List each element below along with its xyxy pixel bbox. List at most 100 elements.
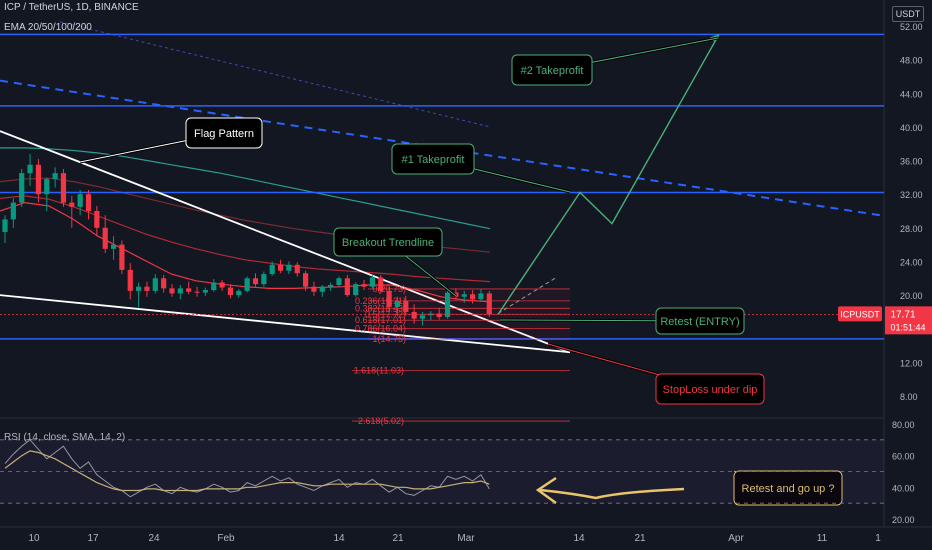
candle <box>470 290 476 304</box>
candle <box>303 270 309 291</box>
time-tick-label: 10 <box>28 533 40 544</box>
candle-body <box>394 300 401 307</box>
candle-body <box>344 278 350 296</box>
candle-body <box>69 202 75 207</box>
candle <box>478 289 484 302</box>
symbol-tag-label: ICPUSDT <box>840 309 880 319</box>
candle <box>436 307 442 320</box>
candle-body <box>127 269 133 291</box>
price-tick-label: 48.00 <box>900 56 923 66</box>
entry-label: Retest (ENTRY) <box>660 316 739 328</box>
price-axis <box>884 0 932 527</box>
retest-label: Retest and go up ? <box>742 483 835 495</box>
fib-level-label: 0.382(18.43) <box>355 303 406 313</box>
candle <box>186 281 192 295</box>
candle-body <box>444 292 451 317</box>
candle <box>2 215 8 243</box>
candle <box>319 285 325 297</box>
fib-level-label: 2.618(5.02) <box>358 416 404 426</box>
fib-level-label: 1(14.75) <box>372 334 406 344</box>
yellow-arrow-head <box>535 476 557 505</box>
candle <box>60 168 67 207</box>
candle-body <box>19 173 25 203</box>
wedge-lower-line <box>0 294 571 354</box>
takeprofit-2-label: #2 Takeprofit <box>521 65 584 77</box>
indicator-legend[interactable]: EMA 20/50/100/200 <box>4 22 92 33</box>
time-tick-label: Mar <box>457 533 475 544</box>
candle <box>127 263 133 300</box>
candle <box>244 276 250 293</box>
price-tick-label: 44.00 <box>900 89 923 99</box>
candle-body <box>161 278 167 289</box>
time-tick-label: 21 <box>392 533 404 544</box>
candle-body <box>110 244 117 249</box>
price-tick-label: 24.00 <box>900 257 923 267</box>
candle-body <box>478 293 484 300</box>
candle-body <box>227 287 234 296</box>
candle-body <box>319 286 325 292</box>
rsi-tick-label: 80.00 <box>892 420 915 430</box>
candle <box>344 274 350 297</box>
takeprofit-2-box <box>511 54 593 86</box>
candle-body <box>378 277 384 291</box>
candle <box>252 273 259 287</box>
candle-body <box>269 264 275 275</box>
currency-unit-badge[interactable]: USDT <box>892 6 924 22</box>
candle <box>144 281 150 297</box>
candle <box>202 287 208 296</box>
breakout-label: Breakout Trendline <box>342 237 434 249</box>
candle <box>386 286 392 312</box>
candle <box>444 290 451 319</box>
price-tick-label: 8.00 <box>900 392 918 402</box>
candle-body <box>10 202 16 220</box>
candle-body <box>94 211 100 228</box>
breakout-box <box>333 227 443 257</box>
candle <box>211 279 217 292</box>
candle-body <box>419 315 426 319</box>
candle <box>19 168 25 207</box>
flag-pattern-label: Flag Pattern <box>194 128 254 140</box>
fib-level-label: 0.786(16.04) <box>355 323 406 333</box>
candle <box>461 290 467 303</box>
candle <box>411 304 417 324</box>
rsi-legend[interactable]: RSI (14, close, SMA, 14, 2) <box>4 432 126 443</box>
fib-level-label: 0.618(17.01) <box>355 315 406 325</box>
wedge-upper-line <box>0 130 571 354</box>
entry-box <box>655 307 745 335</box>
rsi-line <box>4 439 490 498</box>
time-tick-label: 11 <box>817 533 828 544</box>
candle-body <box>2 219 8 233</box>
stoploss-box <box>655 373 765 405</box>
candle <box>369 274 375 289</box>
candle <box>35 158 41 203</box>
price-tag <box>885 306 932 335</box>
candle-body <box>303 273 309 287</box>
symbol-title[interactable]: ICP / TetherUS, 1D, BINANCE <box>4 2 139 13</box>
candle <box>336 276 342 287</box>
candle <box>169 284 175 297</box>
candle-body <box>60 173 67 203</box>
fib-level-label: 1.618(11.03) <box>354 366 404 376</box>
takeprofit-1-box <box>391 143 475 175</box>
price-tick-label: 36.00 <box>900 157 923 167</box>
candle-body <box>436 313 442 317</box>
candle-body <box>386 290 392 307</box>
candle-body <box>428 313 434 316</box>
stoploss-label: StopLoss under dip <box>663 384 758 396</box>
flag-pattern-box <box>185 117 263 149</box>
candle <box>294 262 300 277</box>
candle-body <box>144 286 150 291</box>
price-tick-label: 12.00 <box>900 358 923 368</box>
candle-countdown: 01:51:44 <box>890 322 925 332</box>
candle <box>194 286 200 297</box>
rsi-tick-label: 20.00 <box>892 515 915 525</box>
time-tick-label: Feb <box>217 533 235 544</box>
candle <box>52 167 58 188</box>
candle-body <box>311 286 317 292</box>
candle <box>85 189 92 220</box>
candle <box>394 296 401 317</box>
candle <box>227 284 234 299</box>
price-tick-label: 28.00 <box>900 224 923 234</box>
retest-box <box>733 470 843 506</box>
